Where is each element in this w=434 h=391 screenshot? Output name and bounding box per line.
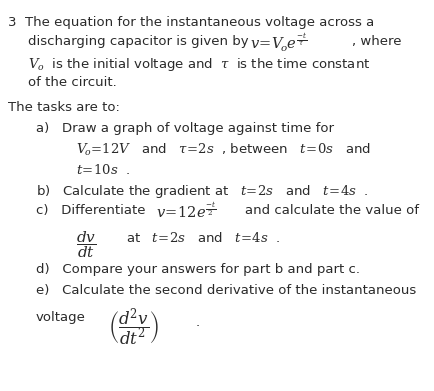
Text: and calculate the value of: and calculate the value of bbox=[245, 204, 419, 217]
Text: 3  The equation for the instantaneous voltage across a: 3 The equation for the instantaneous vol… bbox=[8, 16, 374, 29]
Text: voltage: voltage bbox=[36, 311, 85, 324]
Text: The tasks are to:: The tasks are to: bbox=[8, 101, 120, 114]
Text: b)   Calculate the gradient at   $t\!=\!2s$   and   $t\!=\!4s$  .: b) Calculate the gradient at $t\!=\!2s$ … bbox=[36, 183, 368, 200]
Text: d)   Compare your answers for part b and part c.: d) Compare your answers for part b and p… bbox=[36, 263, 360, 276]
Text: discharging capacitor is given by: discharging capacitor is given by bbox=[28, 35, 249, 48]
Text: e)   Calculate the second derivative of the instantaneous: e) Calculate the second derivative of th… bbox=[36, 284, 416, 297]
Text: of the circuit.: of the circuit. bbox=[28, 76, 117, 89]
Text: .: . bbox=[195, 316, 200, 329]
Text: $V_{\!o}\!=\!12V$   and   $\tau\!=\!2s$  , between   $t\!=\!0s$   and: $V_{\!o}\!=\!12V$ and $\tau\!=\!2s$ , be… bbox=[76, 142, 371, 158]
Text: c)   Differentiate: c) Differentiate bbox=[36, 204, 145, 217]
Text: $\dfrac{dv}{dt}$: $\dfrac{dv}{dt}$ bbox=[76, 229, 96, 260]
Text: , where: , where bbox=[352, 35, 401, 48]
Text: $t\!=\!10s$  .: $t\!=\!10s$ . bbox=[76, 163, 130, 177]
Text: $v\!=\!12e^{\frac{-t}{2}}$: $v\!=\!12e^{\frac{-t}{2}}$ bbox=[156, 201, 217, 221]
Text: a)   Draw a graph of voltage against time for: a) Draw a graph of voltage against time … bbox=[36, 122, 334, 135]
Text: $V_o$  is the initial voltage and  $\tau$  is the time constant: $V_o$ is the initial voltage and $\tau$ … bbox=[28, 56, 371, 72]
Text: $\left(\dfrac{d^2v}{dt^2}\right)$: $\left(\dfrac{d^2v}{dt^2}\right)$ bbox=[108, 306, 158, 348]
Text: at   $t\!=\!2s$   and   $t\!=\!4s$  .: at $t\!=\!2s$ and $t\!=\!4s$ . bbox=[126, 231, 280, 246]
Text: $v\!=\!V_{\!o}e^{\frac{-t}{\tau}}$: $v\!=\!V_{\!o}e^{\frac{-t}{\tau}}$ bbox=[250, 32, 307, 54]
